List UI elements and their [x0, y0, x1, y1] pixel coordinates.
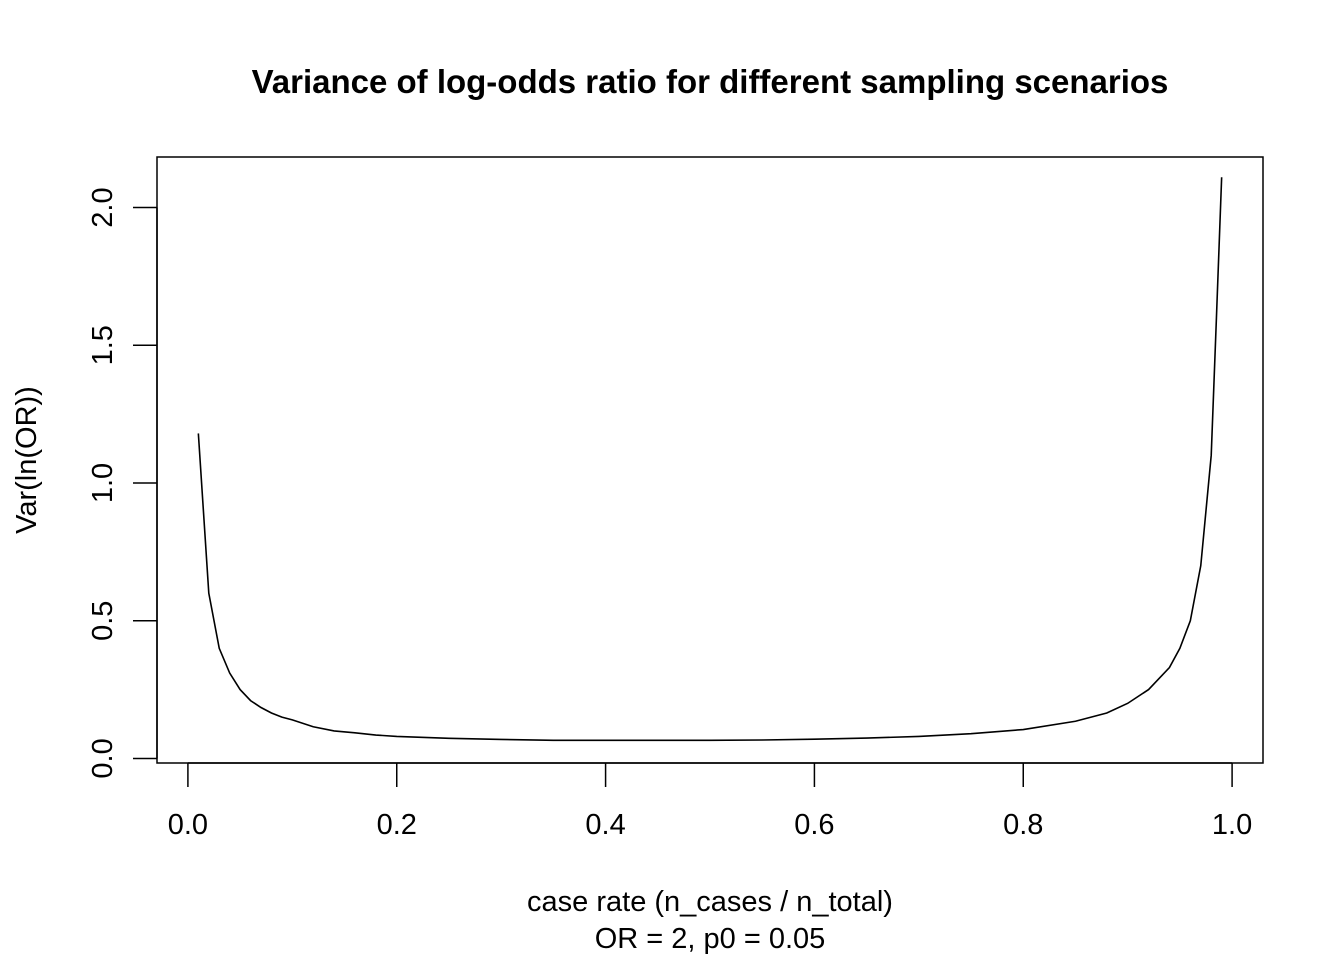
y-axis: 0.0 0.5 1.0 1.5 2.0 [87, 187, 158, 779]
y-tick-label: 2.0 [87, 187, 119, 227]
x-tick-label: 0.2 [377, 809, 417, 841]
x-tick-label: 1.0 [1212, 809, 1252, 841]
y-axis-label: Var(ln(OR)) [11, 386, 43, 534]
x-tick-label: 0.8 [1003, 809, 1043, 841]
x-axis-label: case rate (n_cases / n_total) [527, 886, 893, 918]
series-line [197, 177, 1223, 742]
y-tick-label: 0.5 [87, 601, 119, 641]
x-axis: 0.0 0.2 0.4 0.6 0.8 1.0 [168, 762, 1252, 841]
y-tick-label: 0.0 [87, 738, 119, 778]
chart-title: Variance of log-odds ratio for different… [252, 63, 1169, 100]
y-tick-label: 1.0 [87, 463, 119, 503]
chart-subtitle: OR = 2, p0 = 0.05 [595, 923, 826, 955]
plot-frame [156, 156, 1264, 764]
x-tick-label: 0.0 [168, 809, 208, 841]
y-tick-label: 1.5 [87, 325, 119, 365]
x-tick-label: 0.4 [585, 809, 625, 841]
x-tick-label: 0.6 [794, 809, 834, 841]
